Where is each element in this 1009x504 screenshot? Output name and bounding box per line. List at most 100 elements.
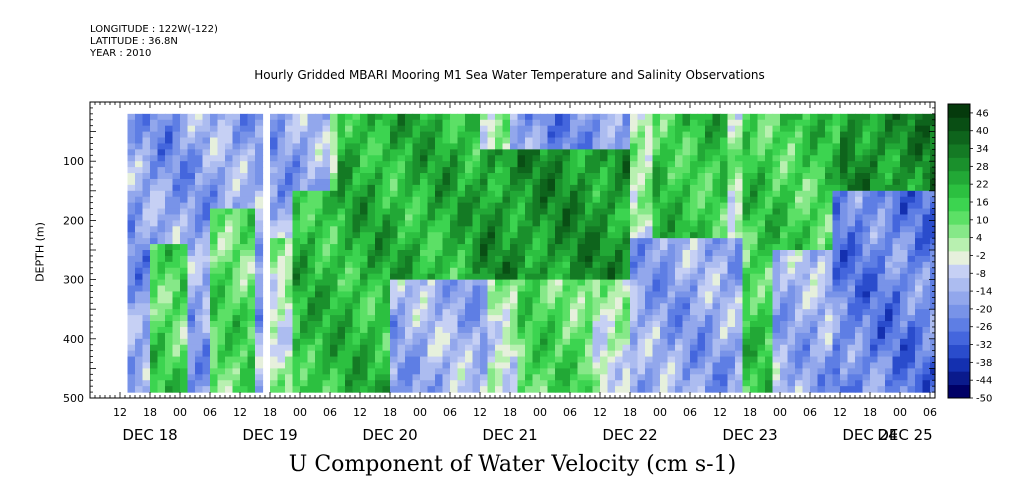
heatmap-cell: [847, 149, 856, 156]
heatmap-cell: [742, 273, 751, 281]
heatmap-cell: [225, 386, 234, 393]
heatmap-cell: [630, 321, 639, 328]
heatmap-cell: [247, 232, 256, 239]
heatmap-cell: [690, 285, 699, 293]
heatmap-cell: [840, 356, 849, 364]
heatmap-cell: [712, 368, 721, 375]
heatmap-cell: [757, 309, 766, 316]
heatmap-cell: [202, 267, 211, 275]
heatmap-cell: [750, 380, 759, 387]
heatmap-cell: [315, 380, 324, 387]
heatmap-cell: [330, 190, 339, 198]
heatmap-cell: [637, 232, 646, 239]
heatmap-cell: [382, 350, 391, 358]
heatmap-cell: [412, 244, 421, 251]
heatmap-cell: [465, 190, 474, 198]
heatmap-cell: [750, 338, 759, 346]
heatmap-cell: [877, 208, 886, 216]
heatmap-cell: [277, 380, 286, 387]
heatmap-cell: [255, 350, 264, 358]
heatmap-cell: [532, 173, 541, 180]
heatmap-cell: [517, 315, 526, 322]
heatmap-cell: [195, 214, 204, 221]
heatmap-cell: [142, 356, 151, 364]
heatmap-cell: [787, 297, 796, 304]
heatmap-cell: [202, 279, 211, 287]
heatmap-cell: [472, 232, 481, 239]
heatmap-cell: [742, 119, 751, 127]
heatmap-cell: [397, 238, 406, 245]
heatmap-cell: [375, 131, 384, 139]
heatmap-cell: [862, 214, 871, 221]
heatmap-cell: [607, 131, 616, 139]
heatmap-cell: [412, 338, 421, 346]
heatmap-cell: [855, 238, 864, 245]
heatmap-cell: [705, 338, 714, 346]
heatmap-cell: [615, 362, 624, 369]
heatmap-cell: [135, 226, 144, 233]
heatmap-cell: [757, 173, 766, 180]
heatmap-cell: [195, 119, 204, 127]
heatmap-cell: [232, 285, 241, 293]
heatmap-cell: [442, 374, 451, 381]
heatmap-cell: [442, 226, 451, 233]
heatmap-cell: [592, 202, 601, 210]
heatmap-cell: [907, 273, 916, 281]
heatmap-cell: [307, 273, 316, 281]
heatmap-cell: [772, 255, 781, 263]
heatmap-cell: [180, 125, 189, 133]
heatmap-cell: [795, 356, 804, 364]
heatmap-cell: [592, 125, 601, 133]
heatmap-cell: [877, 232, 886, 239]
heatmap-cell: [862, 220, 871, 227]
heatmap-cell: [780, 344, 789, 352]
heatmap-cell: [802, 161, 811, 168]
heatmap-cell: [457, 255, 466, 263]
heatmap-cell: [502, 326, 511, 334]
heatmap-cell: [637, 279, 646, 287]
heatmap-cell: [195, 238, 204, 245]
heatmap-cell: [450, 232, 459, 239]
heatmap-cell: [840, 125, 849, 133]
heatmap-cell: [180, 113, 189, 121]
heatmap-cell: [127, 326, 136, 334]
heatmap-cell: [172, 315, 181, 322]
heatmap-cell: [405, 326, 414, 334]
heatmap-cell: [172, 321, 181, 328]
heatmap-cell: [667, 344, 676, 352]
heatmap-cell: [420, 255, 429, 263]
heatmap-cell: [795, 149, 804, 156]
heatmap-cell: [682, 190, 691, 198]
heatmap-cell: [585, 167, 594, 174]
heatmap-cell: [300, 196, 309, 204]
heatmap-cell: [630, 190, 639, 198]
heatmap-cell: [780, 137, 789, 145]
heatmap-cell: [135, 173, 144, 180]
heatmap-cell: [667, 380, 676, 387]
heatmap-cell: [637, 303, 646, 310]
heatmap-cell: [885, 291, 894, 298]
heatmap-cell: [510, 238, 519, 245]
heatmap-cell: [645, 173, 654, 180]
heatmap-cell: [225, 208, 234, 216]
heatmap-cell: [622, 338, 631, 346]
heatmap-cell: [285, 155, 294, 162]
heatmap-cell: [915, 303, 924, 310]
heatmap-cell: [697, 119, 706, 127]
heatmap-cell: [382, 362, 391, 369]
heatmap-cell: [525, 326, 534, 334]
heatmap-cell: [217, 226, 226, 233]
heatmap-cell: [420, 178, 429, 186]
heatmap-cell: [405, 315, 414, 322]
heatmap-cell: [705, 279, 714, 287]
heatmap-cell: [180, 267, 189, 275]
heatmap-cell: [697, 232, 706, 239]
heatmap-cell: [922, 214, 931, 221]
heatmap-cell: [420, 362, 429, 369]
heatmap-cell: [562, 303, 571, 310]
heatmap-cell: [157, 250, 166, 257]
heatmap-cell: [405, 386, 414, 393]
heatmap-cell: [787, 226, 796, 233]
heatmap-cell: [292, 362, 301, 369]
heatmap-cell: [487, 137, 496, 145]
